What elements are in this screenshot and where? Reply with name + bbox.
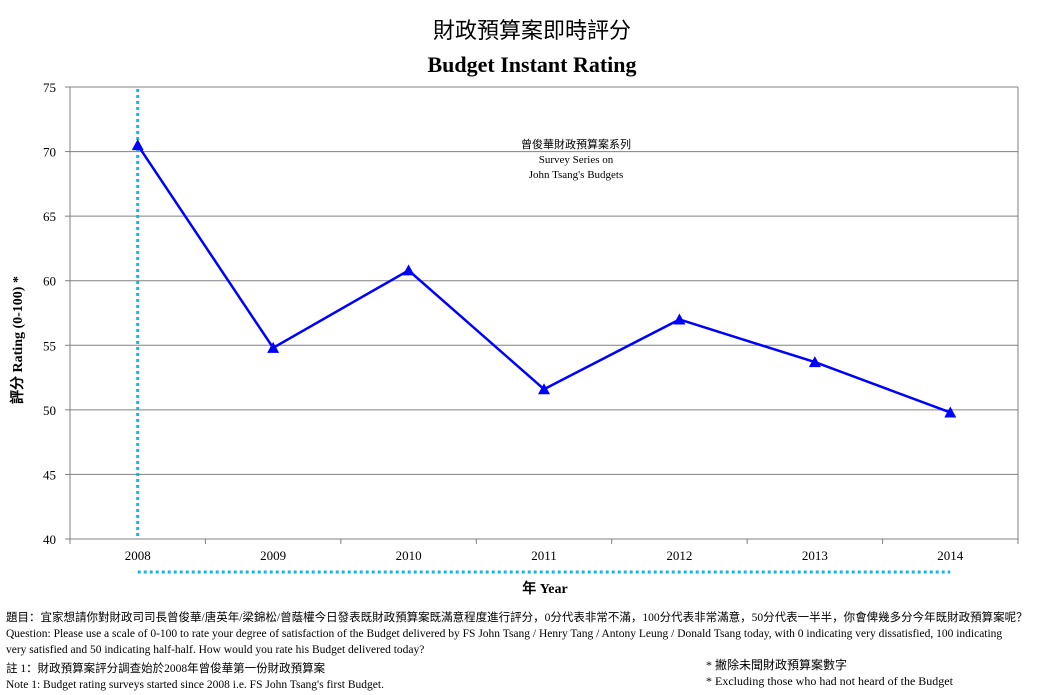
- annotation-line-2: Survey Series on: [539, 154, 614, 166]
- annotation-line-3: John Tsang's Budgets: [529, 169, 624, 181]
- x-tick-label: 2010: [396, 548, 422, 563]
- excl-zh: * 撇除未聞財政預算案數字: [706, 658, 848, 672]
- question-zh: 題目：宜家想請你對財政司司長曾俊華/唐英年/梁錦松/曾蔭權今日發表既財政預算案既…: [6, 612, 1028, 624]
- y-tick-label: 50: [43, 403, 56, 418]
- chart-title-en: Budget Instant Rating: [427, 52, 636, 77]
- y-tick-label: 45: [43, 467, 56, 482]
- y-tick-label: 60: [43, 274, 56, 289]
- x-axis-title: 年 Year: [522, 580, 568, 597]
- x-tick-labels: 2008 2009 2010 2011 2012 2013 2014: [125, 548, 964, 563]
- data-point-2010: [402, 264, 415, 276]
- x-tick-label: 2009: [260, 548, 286, 563]
- note1-zh: 註 1：財政預算案評分調查始於2008年曾俊華第一份財政預算案: [6, 663, 326, 675]
- y-tick-labels: 40 45 50 55 60 65 70 75: [43, 80, 56, 547]
- footnote: 註 1：財政預算案評分調查始於2008年曾俊華第一份財政預算案 Note 1: …: [6, 661, 384, 693]
- note1-en: Note 1: Budget rating surveys started si…: [6, 679, 384, 691]
- y-tick-label: 70: [43, 145, 56, 160]
- y-tick-label: 65: [43, 209, 56, 224]
- x-tick-label: 2013: [802, 548, 828, 563]
- data-point-2009: [267, 341, 280, 353]
- data-point-2013: [808, 356, 821, 368]
- question-en-1: Question: Please use a scale of 0-100 to…: [6, 628, 1003, 640]
- data-point-2008: [131, 139, 144, 151]
- x-tick-label: 2012: [666, 548, 692, 563]
- x-tick-label: 2008: [125, 548, 151, 563]
- data-point-2011: [538, 383, 550, 395]
- x-tick-label: 2014: [937, 548, 964, 563]
- y-tick-label: 55: [43, 338, 56, 353]
- series-line: [136, 144, 951, 414]
- y-tick-label: 75: [43, 80, 56, 95]
- chart-title-zh: 財政預算案即時評分: [433, 18, 631, 43]
- annotation-line-1: 曾俊華財政預算案系列: [521, 137, 631, 151]
- series-annotation: 曾俊華財政預算案系列 Survey Series on John Tsang's…: [521, 137, 631, 181]
- x-tick-label: 2011: [531, 548, 557, 563]
- rating-chart: 財政預算案即時評分 Budget Instant Rating 40 45 50 55…: [9, 18, 1019, 597]
- excl-en: * Excluding those who had not heard of t…: [706, 674, 953, 688]
- data-markers: [131, 139, 957, 418]
- question-en-2: very satisfied and 50 indicating half-ha…: [6, 644, 425, 656]
- data-point-2014: [944, 406, 957, 418]
- survey-question: 題目：宜家想請你對財政司司長曾俊華/唐英年/梁錦松/曾蔭權今日發表既財政預算案既…: [6, 610, 1028, 658]
- y-tick-label: 40: [43, 532, 56, 547]
- y-axis-title: 評分 Rating (0-100) *: [9, 276, 26, 404]
- exclusion-note: * 撇除未聞財政預算案數字 * Excluding those who had …: [706, 657, 953, 689]
- data-point-2012: [673, 313, 686, 325]
